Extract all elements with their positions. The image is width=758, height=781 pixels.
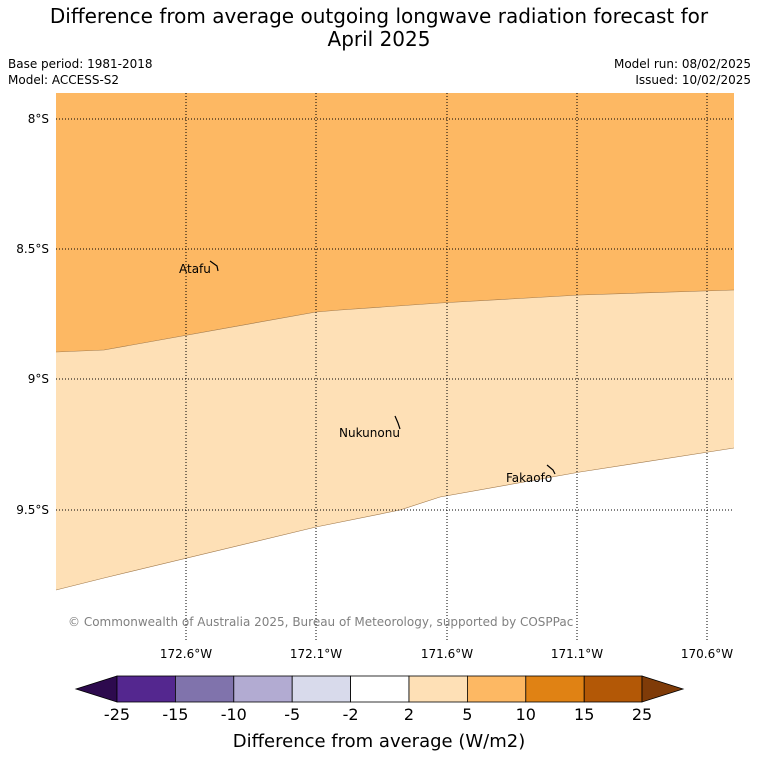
gridlines [56, 93, 734, 640]
colorbar-segment [233, 675, 293, 703]
colorbar-tick: 15 [574, 705, 594, 724]
atafu-label: Atafu [179, 262, 211, 276]
model-name: Model: ACCESS-S2 [8, 73, 120, 87]
atafu-coastline [209, 260, 219, 272]
base-period: Base period: 1981-2018 [8, 57, 153, 71]
contour-line-5 [55, 289, 735, 353]
model-run: Model run: 08/02/2025 [613, 57, 751, 71]
colorbar-segment [583, 675, 643, 703]
contour-line-2 [55, 447, 735, 591]
title-line-2: April 2025 [327, 27, 431, 51]
colorbar-tick: 2 [404, 705, 414, 724]
colorbar-segment [350, 675, 410, 703]
copyright-notice: © Commonwealth of Australia 2025, Bureau… [68, 615, 573, 629]
fakaofo-label: Fakaofo [506, 471, 552, 485]
issued-date: Issued: 10/02/2025 [635, 73, 751, 87]
colorbar-tick: 10 [516, 705, 536, 724]
colorbar-extend-low [74, 675, 118, 703]
lon-label-172-6: 172.6°W [160, 647, 212, 661]
colorbar-segment [525, 675, 585, 703]
fakaofo-coastline [546, 464, 556, 475]
lon-label-170-6: 170.6°W [681, 647, 733, 661]
colorbar-segment [408, 675, 468, 703]
lat-label-8-5: 8.5°S [16, 242, 49, 256]
island-atafu: Atafu [179, 260, 219, 276]
colorbar-tick: 25 [632, 705, 652, 724]
chart-title: Difference from average outgoing longwav… [0, 5, 758, 51]
colorbar [74, 675, 685, 703]
map-panel: 8°S 8.5°S 9°S 9.5°S 172.6°W 172.1°W 171.… [16, 93, 735, 661]
title-line-1: Difference from average outgoing longwav… [49, 4, 709, 28]
colorbar-segment [466, 675, 527, 703]
lon-label-171-6: 171.6°W [421, 647, 473, 661]
lat-label-8: 8°S [28, 112, 49, 126]
colorbar-tick: -2 [343, 705, 359, 724]
colorbar-tick: 5 [462, 705, 472, 724]
colorbar-extend-high [641, 675, 685, 703]
meta-left: Base period: 1981-2018 Model: ACCESS-S2 [8, 56, 153, 88]
colorbar-tick: -15 [162, 705, 188, 724]
colorbar-tick: -25 [104, 705, 130, 724]
colorbar-segment [291, 675, 352, 703]
island-fakaofo: Fakaofo [506, 464, 556, 485]
nukunonu-coastline [394, 415, 401, 430]
lon-label-172-1: 172.1°W [290, 647, 342, 661]
lat-label-9: 9°S [28, 372, 49, 386]
lon-label-171-1: 171.1°W [551, 647, 603, 661]
meta-right: Model run: 08/02/2025 Issued: 10/02/2025 [614, 56, 751, 88]
colorbar-segment [174, 675, 235, 703]
band-5-10 [56, 93, 734, 352]
colorbar-segment [116, 675, 176, 703]
nukunonu-label: Nukunonu [339, 426, 400, 440]
band-2-5 [56, 290, 734, 590]
colorbar-tick: -5 [284, 705, 300, 724]
lat-label-9-5: 9.5°S [16, 503, 49, 517]
colorbar-tick: -10 [221, 705, 247, 724]
colorbar-label: Difference from average (W/m2) [233, 731, 525, 752]
island-nukunonu: Nukunonu [339, 415, 401, 440]
